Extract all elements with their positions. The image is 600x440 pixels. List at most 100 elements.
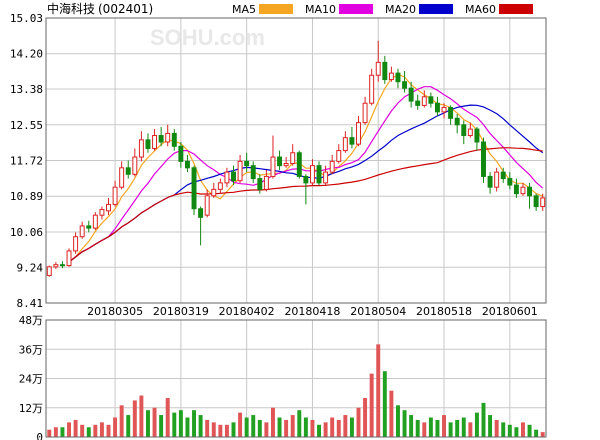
volume-bar: [93, 424, 98, 437]
ma5-line: [68, 73, 543, 263]
price-tick-label: 11.72: [10, 155, 43, 168]
volume-bar: [113, 417, 118, 437]
volume-bar: [376, 344, 381, 437]
volume-bar: [494, 419, 499, 437]
candle: [402, 70, 408, 93]
candle-body: [428, 96, 434, 104]
price-tick-label: 14.20: [10, 48, 43, 61]
candle: [112, 180, 118, 207]
candle-body: [132, 156, 138, 175]
candle-body: [349, 137, 355, 145]
candle: [184, 154, 190, 173]
candle-body: [342, 137, 348, 152]
price-tick-label: 10.06: [10, 226, 43, 239]
ma10-line: [68, 86, 544, 263]
price-tick-label: 15.03: [10, 12, 43, 25]
volume-bar: [474, 412, 479, 437]
candle-body: [184, 160, 190, 169]
price-tick-label: 13.38: [10, 83, 43, 96]
volume-bar: [310, 419, 315, 437]
candle-body: [211, 188, 217, 197]
volume-bar: [514, 427, 519, 437]
volume-bar: [238, 412, 243, 437]
legend: MA5 MA10 MA20 MA60: [232, 3, 533, 16]
candle: [263, 169, 269, 192]
volume-bar: [205, 419, 210, 437]
candle-body: [303, 175, 309, 184]
candle-body: [382, 61, 388, 81]
candle: [59, 261, 65, 269]
candle-body: [92, 214, 98, 229]
candle: [309, 159, 315, 186]
candle-body: [283, 163, 289, 167]
candle-body: [527, 186, 533, 197]
legend-label: MA10: [305, 3, 336, 16]
volume-bar: [159, 415, 164, 437]
candle: [211, 182, 217, 198]
candle-body: [375, 61, 381, 76]
candle-body: [316, 165, 322, 184]
legend-swatch: [339, 4, 373, 14]
price-panel-frame: [45, 17, 547, 304]
candle-body: [395, 72, 401, 83]
candle-body: [217, 182, 223, 190]
date-label: 20180418: [284, 305, 340, 318]
candle: [467, 122, 473, 138]
volume-bar: [126, 415, 131, 437]
candle: [53, 262, 59, 269]
volume-bar: [461, 417, 466, 437]
candle: [217, 178, 223, 194]
volume-axis-ticks: 0 12万 24万 36万 48万: [19, 314, 43, 440]
volume-tick-label: 0: [36, 431, 43, 440]
volume-bar: [422, 422, 427, 437]
candle: [434, 96, 440, 117]
candle: [224, 167, 230, 188]
candle: [303, 174, 309, 205]
candle: [441, 103, 447, 119]
candle: [428, 92, 434, 108]
volume-tick-label: 36万: [19, 343, 43, 356]
candle: [388, 66, 394, 82]
candle: [382, 55, 388, 84]
volume-bar: [343, 415, 348, 437]
volume-bar: [284, 419, 289, 437]
candle: [138, 131, 144, 162]
candle-body: [494, 171, 500, 188]
price-tick-label: 8.41: [17, 297, 44, 310]
candle: [421, 90, 427, 108]
legend-swatch: [259, 4, 293, 14]
volume-bar: [323, 422, 328, 437]
volume-bar: [455, 419, 460, 437]
candle: [369, 68, 375, 106]
candle-body: [198, 208, 204, 218]
candle-body: [533, 195, 539, 208]
candle: [92, 212, 98, 231]
candle: [540, 193, 546, 211]
volume-bar: [317, 424, 321, 437]
volume-bar: [192, 410, 196, 437]
candle: [250, 161, 256, 183]
legend-swatch: [419, 4, 453, 14]
candle-body: [86, 225, 92, 229]
candle: [66, 248, 72, 267]
candle-body: [421, 96, 427, 106]
volume-tick-label: 48万: [19, 314, 43, 327]
volume-bar: [507, 424, 512, 437]
candle: [79, 221, 85, 239]
candle: [191, 165, 197, 216]
volume-bar: [257, 419, 262, 437]
date-label: 20180504: [350, 305, 406, 318]
volume-bar: [271, 407, 275, 437]
candle: [408, 81, 414, 108]
candle-body: [461, 124, 467, 137]
volume-bar: [251, 415, 256, 437]
candle: [125, 160, 131, 179]
legend-label: MA60: [465, 3, 496, 16]
legend-label: MA20: [385, 3, 416, 16]
candle: [270, 135, 276, 179]
candle-body: [520, 186, 526, 195]
candle-body: [448, 107, 454, 119]
candle: [145, 133, 151, 153]
candle: [283, 157, 289, 168]
legend-item: MA60: [465, 3, 533, 16]
